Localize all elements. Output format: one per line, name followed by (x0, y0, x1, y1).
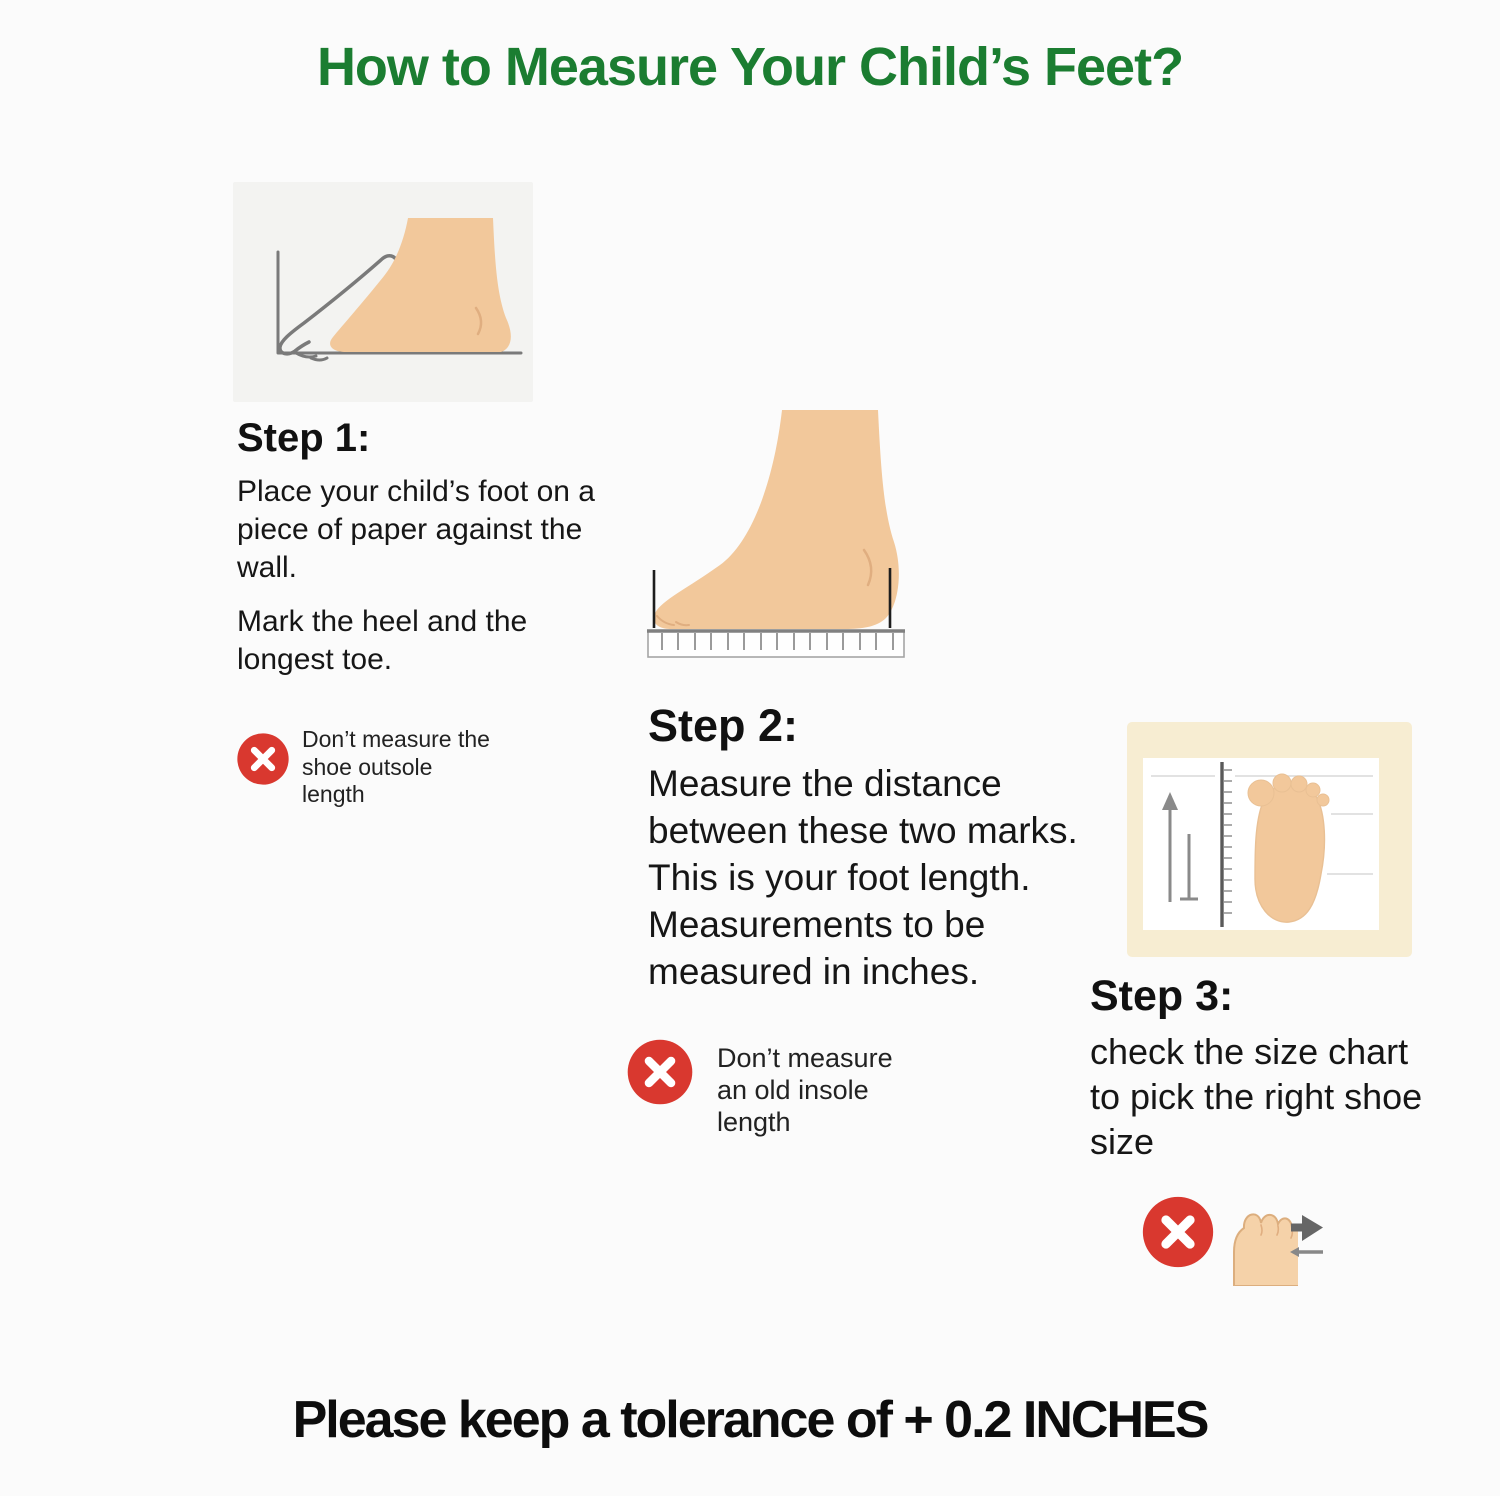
step1-text-block: Step 1: Place your child’s foot on a pie… (237, 416, 602, 695)
step2-warning-label: Don’t measure an old insole length (717, 1043, 893, 1137)
foot-against-wall-icon (276, 218, 523, 362)
page-title: How to Measure Your Child’s Feet? (316, 37, 1184, 97)
foot-against-wall-illustration (233, 182, 533, 402)
x-circle-icon (626, 1038, 694, 1106)
step3-heading: Step 3: (1090, 972, 1234, 1020)
tolerance-note: Please keep a tolerance of + 0.2 INCHES (292, 1391, 1210, 1449)
step3-warning (1141, 1195, 1215, 1269)
step2-heading: Step 2: (648, 700, 799, 751)
step1-paragraph-2: Mark the heel and the longest toe. (237, 605, 528, 676)
step2-warning: Don’t measure an old insole length (626, 1038, 917, 1138)
step3-text-block: Step 3: check the size chart to pick the… (1090, 972, 1442, 1164)
step1-paragraph-1: Place your child’s foot on a piece of pa… (237, 475, 595, 584)
step1-heading: Step 1: (237, 416, 371, 460)
step1-warning: Don’t measure the shoe outsole length (236, 726, 492, 809)
foot-toes-icon (1228, 1200, 1298, 1286)
step3-paragraph-1: check the size chart to pick the right s… (1090, 1031, 1423, 1162)
x-circle-icon (236, 732, 290, 786)
foot-on-ruler-icon (647, 410, 905, 658)
toe-allowance-arrow-icon (1289, 1211, 1329, 1261)
foot-sole-measuring-illustration (1127, 722, 1412, 957)
x-circle-icon (1141, 1195, 1215, 1269)
step1-warning-label: Don’t measure the shoe outsole length (302, 726, 490, 807)
foot-on-ruler-illustration (640, 402, 920, 664)
step2-text-block: Step 2: Measure the distance between the… (648, 700, 1113, 995)
step2-paragraph-1: Measure the distance between these two m… (648, 763, 1078, 992)
foot-sole-measuring-icon (1127, 722, 1412, 957)
